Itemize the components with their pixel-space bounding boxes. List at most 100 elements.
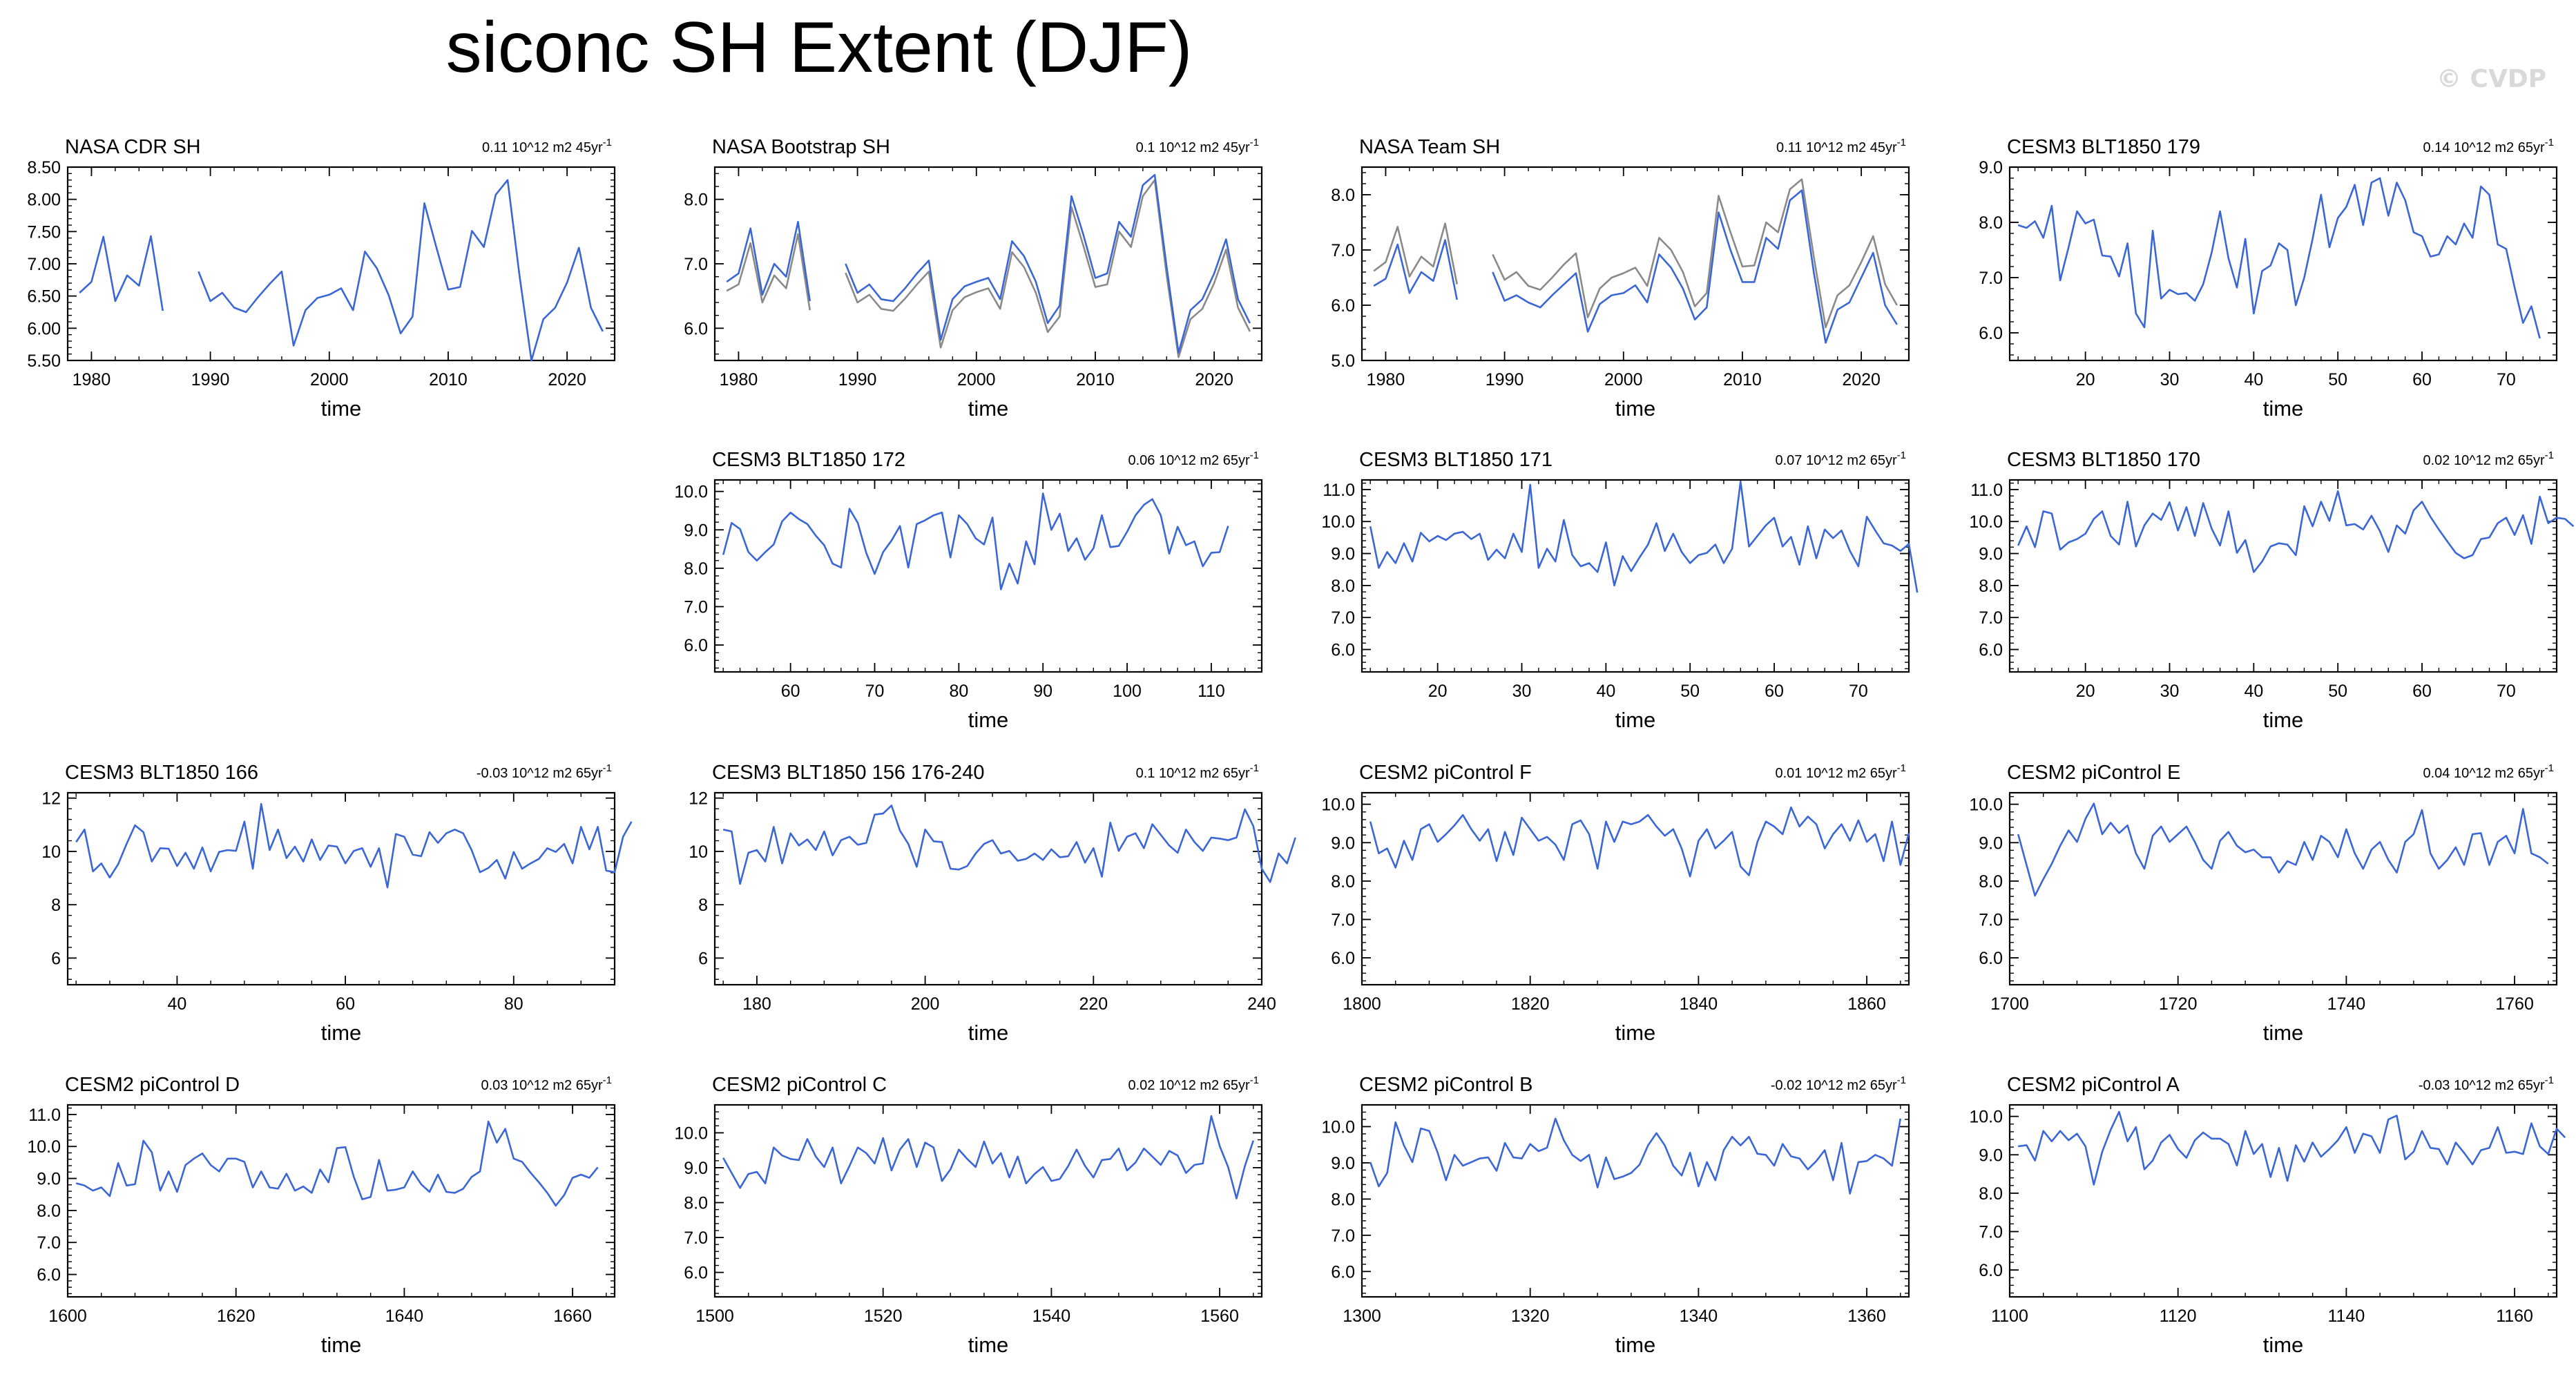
x-axis-label: time [321, 396, 362, 421]
x-tick-label: 1990 [1486, 370, 1524, 389]
y-tick-label: 6.50 [27, 287, 61, 307]
y-tick-label: 9.0 [1979, 545, 2003, 564]
y-tick-label: 11.0 [1323, 481, 1355, 500]
y-tick-label: 10.0 [1321, 796, 1355, 815]
x-tick-label: 1620 [217, 1307, 256, 1326]
panel-title: CESM2 piControl D [65, 1074, 240, 1096]
x-axis-label: time [1615, 396, 1656, 421]
x-tick-label: 1640 [385, 1307, 424, 1326]
x-tick-label: 1100 [1991, 1307, 2028, 1326]
x-tick-label: 2000 [1604, 370, 1643, 389]
plot-frame [1361, 1103, 1910, 1298]
x-tick-label: 2020 [1195, 370, 1233, 389]
panel-8: CESM3 BLT1850 166 -0.03 10^12 m2 65yr-1 6 8… [41, 762, 633, 1045]
x-tick-label: 20 [2076, 370, 2095, 389]
x-tick-label: 70 [865, 682, 885, 701]
x-tick-label: 2020 [1842, 370, 1881, 389]
x-tick-label: 80 [949, 682, 968, 701]
x-tick-label: 1980 [720, 370, 758, 389]
x-axis-label: time [2263, 1333, 2304, 1357]
y-tick-label: 6.00 [27, 319, 61, 338]
plot-frame [713, 791, 1263, 986]
y-tick-label: 10 [41, 842, 61, 862]
y-tick-label: 7.00 [27, 255, 61, 274]
trend-label: 0.06 10^12 m2 65yr-1 [1128, 450, 1259, 468]
y-tick-label: 6.0 [1331, 641, 1355, 660]
plot-frame [2008, 166, 2558, 362]
plot-frame [713, 1103, 1263, 1298]
x-axis-label: time [2263, 396, 2304, 421]
panel-title: CESM3 BLT1850 156 176-240 [712, 762, 984, 784]
panel-title: NASA CDR SH [65, 136, 201, 158]
y-tick-label: 9.0 [37, 1170, 61, 1189]
x-tick-label: 1320 [1511, 1307, 1550, 1326]
y-tick-label: 9.0 [1979, 833, 2003, 853]
x-tick-label: 1990 [191, 370, 230, 389]
y-tick-label: 8.0 [1979, 213, 2003, 233]
y-tick-label: 8.0 [1331, 872, 1355, 891]
x-axis-label: time [321, 1021, 362, 1045]
y-tick-label: 7.0 [1331, 1226, 1355, 1246]
trend-label: 0.03 10^12 m2 65yr-1 [481, 1074, 612, 1093]
x-axis-label: time [1615, 708, 1656, 732]
panel-title: CESM3 BLT1850 171 [1359, 449, 1553, 471]
x-tick-label: 1700 [1990, 994, 2029, 1014]
series-line [1369, 806, 1910, 878]
y-tick-label: 11.0 [1970, 481, 2003, 500]
series-line [75, 802, 633, 889]
x-tick-label: 1160 [2496, 1307, 2533, 1326]
x-axis-label: time [968, 396, 1009, 421]
y-tick-label: 6.0 [1979, 641, 2003, 660]
x-tick-label: 70 [2497, 682, 2516, 701]
y-tick-label: 10.0 [1321, 512, 1355, 532]
panel-title: CESM2 piControl A [2007, 1074, 2180, 1096]
y-tick-label: 6.0 [1979, 1261, 2003, 1280]
plot-frame [66, 166, 616, 362]
panel-title: NASA Bootstrap SH [712, 136, 890, 158]
panel-12: CESM2 piControl D 0.03 10^12 m2 65yr-1 6.0… [27, 1074, 616, 1357]
plot-frame [1361, 479, 1910, 673]
x-tick-label: 2000 [957, 370, 996, 389]
y-tick-label: 9.0 [1331, 1154, 1355, 1173]
plot-frame [1361, 166, 1910, 362]
y-tick-label: 10.0 [1969, 796, 2003, 815]
panel-title: CESM3 BLT1850 172 [712, 449, 905, 471]
x-tick-label: 1740 [2327, 994, 2366, 1014]
y-tick-label: 8.0 [37, 1202, 61, 1221]
y-tick-label: 10.0 [1969, 512, 2003, 532]
x-axis-label: time [1615, 1333, 1656, 1357]
y-tick-label: 8.0 [1331, 1190, 1355, 1209]
x-tick-label: 1500 [695, 1307, 734, 1326]
y-tick-label: 8.0 [1979, 577, 2003, 596]
x-tick-label: 110 [1198, 682, 1225, 701]
panel-4: CESM3 BLT1850 179 0.14 10^12 m2 65yr-1 6.0… [1979, 136, 2558, 421]
y-tick-label: 7.0 [1979, 608, 2003, 628]
series-line [2017, 490, 2575, 573]
y-tick-label: 9.0 [684, 1159, 708, 1178]
x-tick-label: 1820 [1511, 994, 1550, 1014]
trend-label: 0.02 10^12 m2 65yr-1 [2423, 450, 2554, 468]
y-tick-label: 7.0 [1979, 1222, 2003, 1242]
plot-frame [1361, 791, 1910, 986]
x-axis-label: time [968, 708, 1009, 732]
trend-label: 0.02 10^12 m2 65yr-1 [1128, 1074, 1259, 1093]
series-line [75, 1120, 599, 1207]
trend-label: 0.01 10^12 m2 65yr-1 [1775, 762, 1906, 781]
y-tick-label: 6.0 [1331, 1262, 1355, 1282]
x-tick-label: 1300 [1343, 1307, 1381, 1326]
y-tick-label: 9.0 [684, 521, 708, 540]
panel-7: CESM3 BLT1850 170 0.02 10^12 m2 65yr-1 6.0… [1969, 449, 2575, 732]
plot-frame [66, 1103, 616, 1298]
y-tick-label: 5.50 [27, 351, 61, 371]
y-tick-label: 8.50 [27, 158, 61, 177]
y-tick-label: 5.0 [1331, 351, 1355, 371]
x-tick-label: 80 [504, 994, 523, 1014]
panel-title: CESM2 piControl C [712, 1074, 887, 1096]
x-tick-label: 1720 [2159, 994, 2198, 1014]
series-line [726, 173, 1251, 354]
x-tick-label: 1560 [1200, 1307, 1239, 1326]
panel-title: CESM3 BLT1850 170 [2007, 449, 2200, 471]
x-tick-label: 90 [1033, 682, 1052, 701]
panel-5: CESM3 BLT1850 172 0.06 10^12 m2 65yr-1 6.0… [674, 449, 1263, 732]
x-axis-label: time [321, 1333, 362, 1357]
